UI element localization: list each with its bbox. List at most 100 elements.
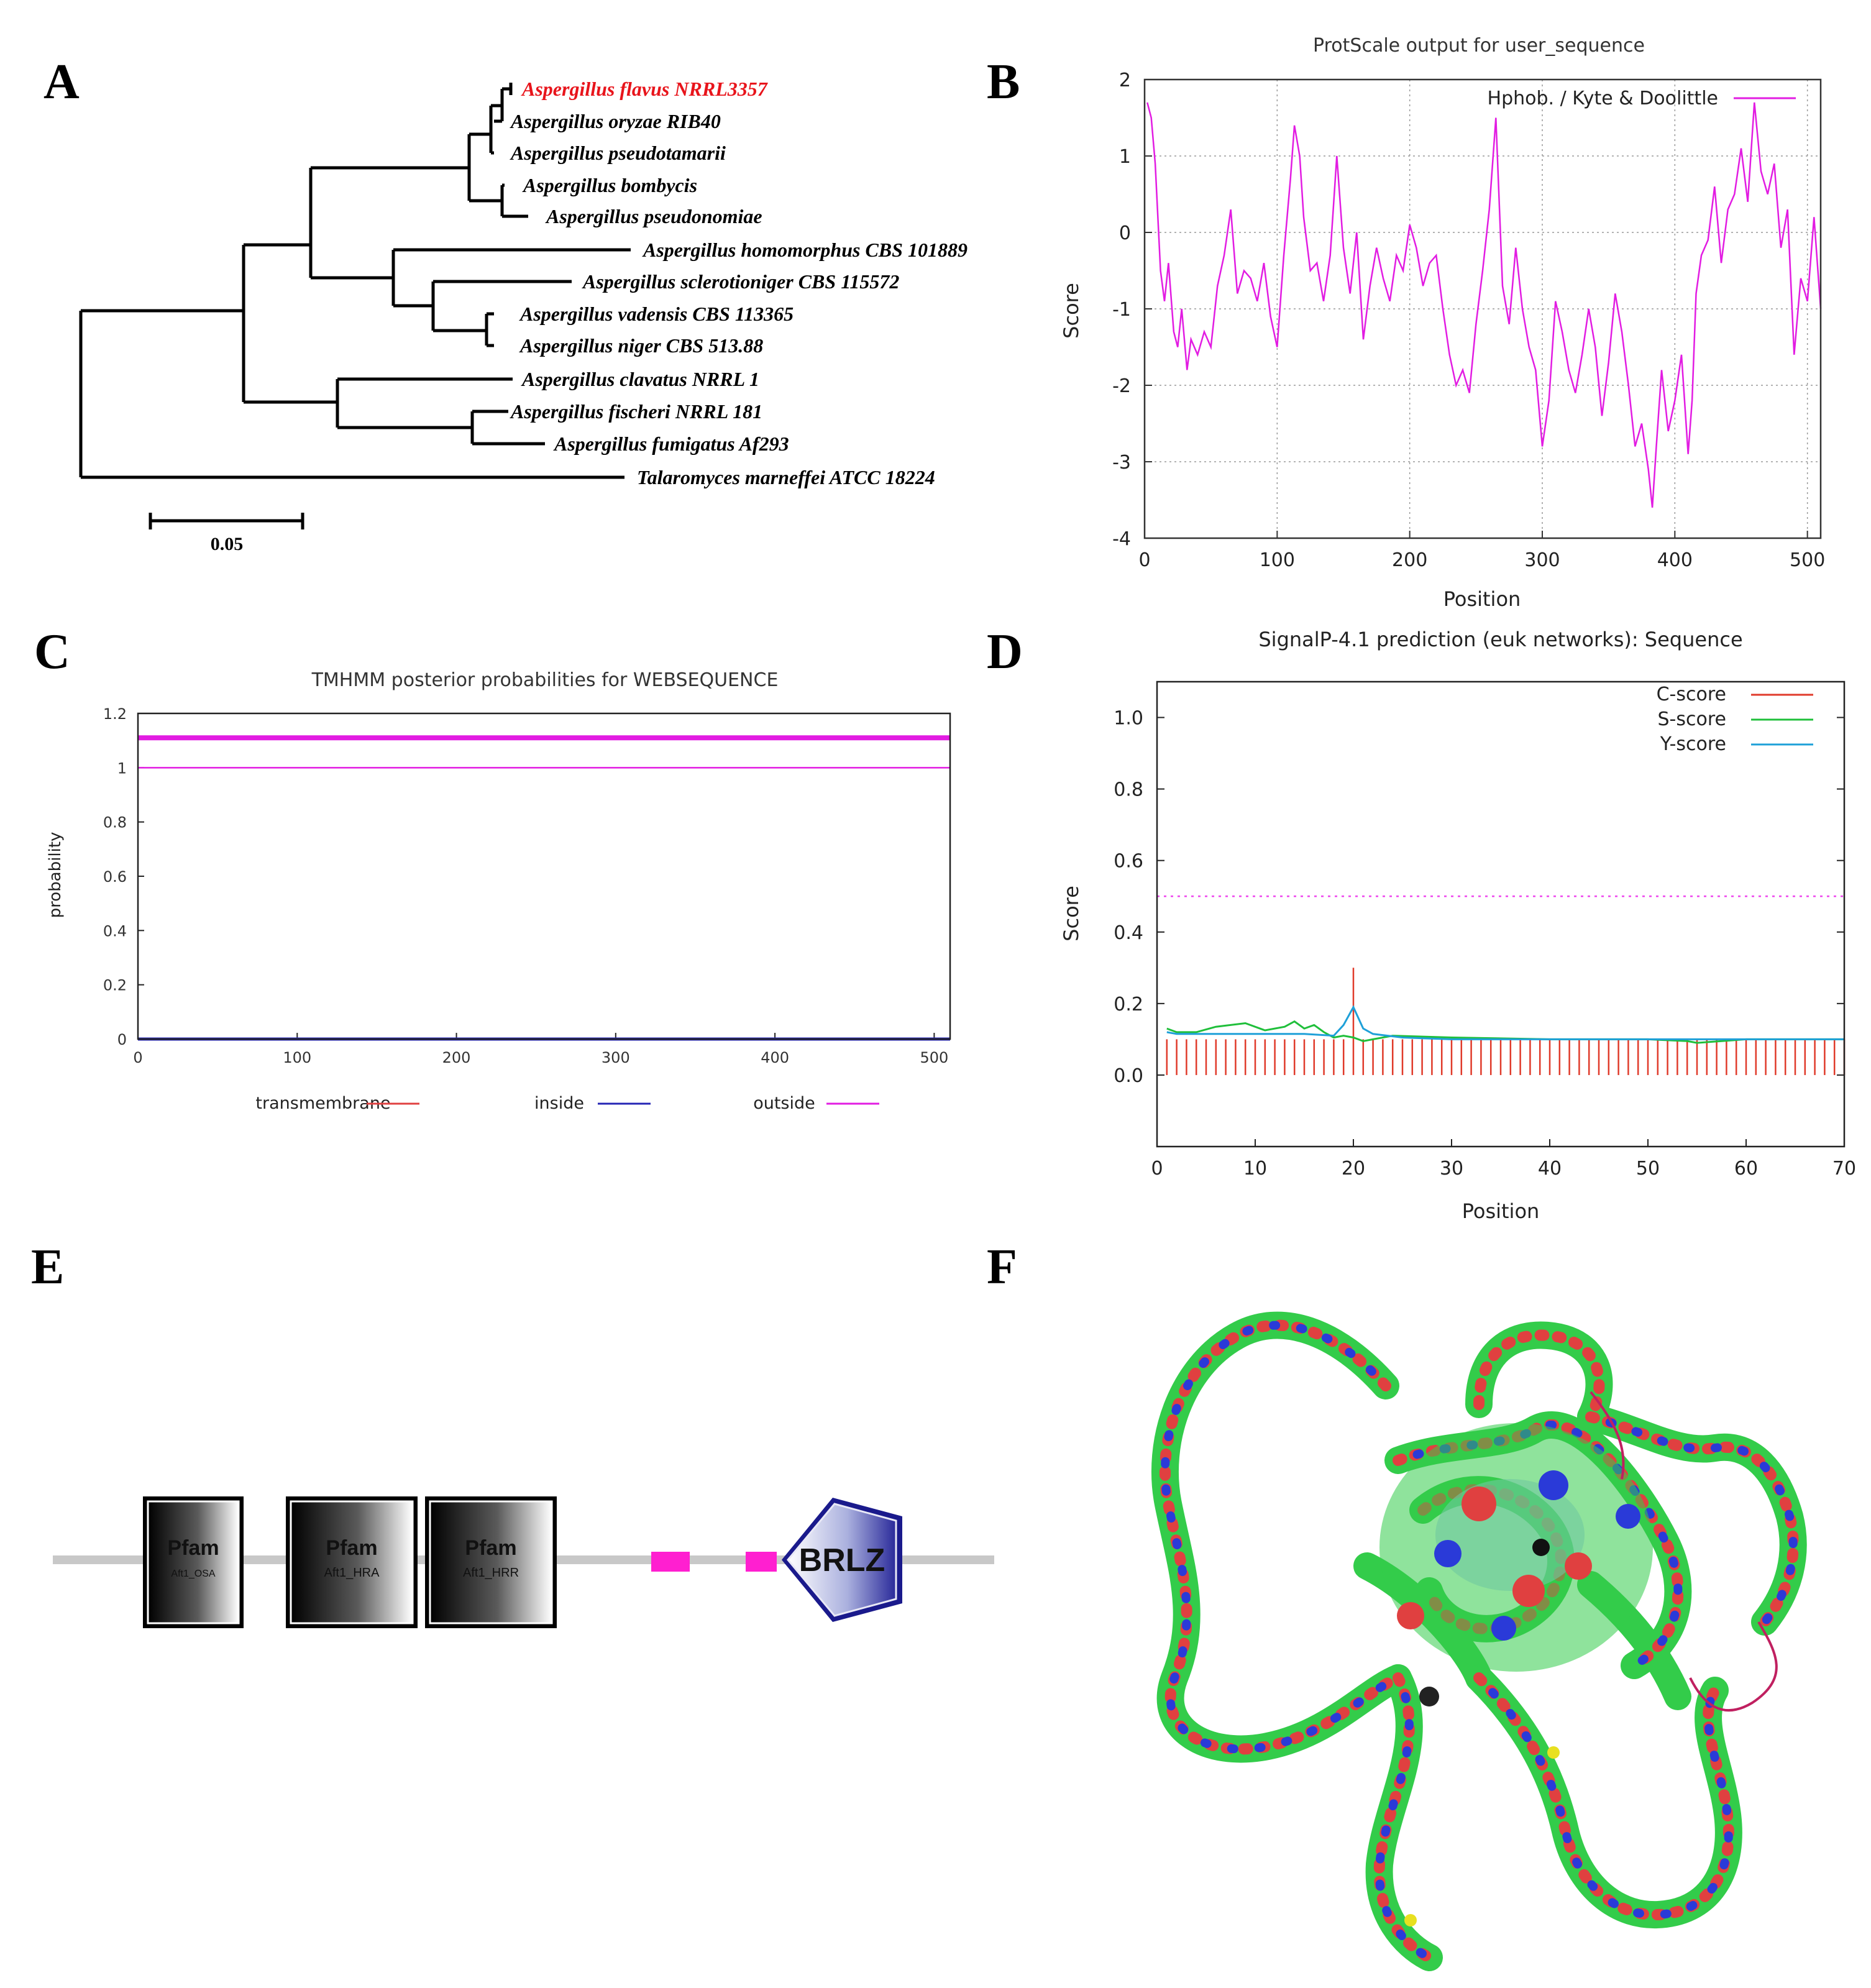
pfam-domain-aft1-hra: Pfam Aft1_HRA <box>286 1496 418 1628</box>
y-tick-label: 1.0 <box>1114 708 1143 730</box>
taxon-label: Aspergillus niger CBS 513.88 <box>519 334 763 357</box>
x-tick-label: 70 <box>1832 1158 1856 1180</box>
tmhmm-legend: transmembrane inside outside <box>255 1094 879 1113</box>
scale-bar-label: 0.05 <box>211 534 244 554</box>
tmhmm-y-ticks: 1.2 1 0.8 0.6 0.4 0.2 0 <box>103 705 144 1048</box>
y-tick-label: -3 <box>1112 452 1131 474</box>
taxon-label: Aspergillus vadensis CBS 113365 <box>519 303 794 325</box>
x-tick-label: 400 <box>761 1049 789 1066</box>
y-tick-label: 0.6 <box>103 868 127 886</box>
pfam-domain-aft1-hrr: Pfam Aft1_HRR <box>425 1496 557 1628</box>
taxon-label: Aspergillus bombycis <box>522 174 697 196</box>
y-tick-label: 0.2 <box>103 977 127 994</box>
panel-c-tmhmm: C TMHMM posterior probabilities for WEBS… <box>34 625 951 1113</box>
signalp-plot-frame <box>1156 680 1846 1148</box>
y-tick-label: 1 <box>1119 146 1131 168</box>
y-tick-label: 0.2 <box>1114 994 1143 1015</box>
signalp-y-score-line <box>1166 1005 1844 1040</box>
signalp-title: SignalP-4.1 prediction (euk networks): S… <box>1258 628 1742 651</box>
protscale-y-label: Score <box>1059 283 1083 339</box>
tmhmm-legend-inside: inside <box>534 1094 584 1113</box>
pfam-label: Pfam <box>167 1536 219 1560</box>
taxon-label: Aspergillus fumigatus Af293 <box>553 433 789 455</box>
pfam-label: Pfam <box>465 1536 516 1560</box>
y-tick-label: 0.4 <box>103 922 127 940</box>
taxon-label: Aspergillus flavus NRRL3357 <box>521 78 769 100</box>
x-tick-label: 60 <box>1734 1158 1758 1180</box>
tmhmm-plot-frame <box>137 712 951 1040</box>
protscale-y-ticks: 2 1 0 -1 -2 -3 -4 <box>1112 70 1131 550</box>
x-tick-label: 20 <box>1342 1158 1365 1180</box>
protscale-x-label: Position <box>1443 587 1521 611</box>
y-tick-label: 0.4 <box>1114 922 1143 944</box>
signalp-legend: C-score S-score Y-score <box>1657 684 1813 755</box>
panel-b-protscale: B ProtScale output for user_sequence 210… <box>987 35 1825 611</box>
tree-taxa-labels: Aspergillus flavus NRRL3357 Aspergillus o… <box>510 78 968 488</box>
x-tick-label: 0 <box>133 1049 142 1066</box>
panel-e-domains: E Pfam Aft1_OSA Pfam Aft1_HRA Pfam Aft1_… <box>31 1240 994 1628</box>
x-tick-label: 300 <box>1524 549 1560 571</box>
tmhmm-legend-outside: outside <box>753 1094 815 1113</box>
x-tick-label: 200 <box>1392 549 1427 571</box>
panel-b-letter: B <box>987 55 1020 109</box>
panel-d-letter: D <box>987 625 1023 679</box>
y-tick-label: 0.8 <box>1114 779 1143 801</box>
x-tick-label: 50 <box>1636 1158 1660 1180</box>
signalp-legend-s-score: S-score <box>1658 708 1726 730</box>
protscale-plot-frame <box>1143 78 1822 539</box>
signalp-x-ticks: 0 10 20 30 40 50 60 70 <box>1151 1139 1856 1180</box>
signalp-c-score-impulses <box>1166 968 1846 1075</box>
protein-3d-structure-image <box>1151 1311 1807 1971</box>
panel-e-letter: E <box>31 1240 64 1294</box>
protscale-legend: Hphob. / Kyte & Doolittle <box>1488 88 1796 109</box>
panel-f-structure: F <box>987 1240 1807 1971</box>
x-tick-label: 500 <box>1790 549 1825 571</box>
tree-branches <box>79 83 631 479</box>
panel-c-letter: C <box>34 625 70 679</box>
tmhmm-title: TMHMM posterior probabilities for WEBSEQ… <box>311 669 779 691</box>
tmhmm-x-ticks: 0 100 200 300 400 500 <box>133 1033 948 1066</box>
signalp-y-label: Score <box>1059 886 1083 941</box>
signalp-y-ticks: 1.0 0.8 0.6 0.4 0.2 0.0 <box>1114 708 1844 1087</box>
brlz-label: BRLZ <box>799 1542 885 1578</box>
taxon-label: Aspergillus pseudotamarii <box>510 142 726 164</box>
motif-segment-2 <box>746 1552 777 1572</box>
protscale-x-ticks: 0 100 200 300 400 500 <box>1138 549 1825 571</box>
protscale-hydropathy-line <box>1146 102 1822 508</box>
signalp-legend-y-score: Y-score <box>1660 733 1726 755</box>
y-tick-label: -2 <box>1112 375 1131 397</box>
y-tick-label: 0 <box>1119 222 1131 244</box>
pfam-label: Pfam <box>326 1536 377 1560</box>
x-tick-label: 400 <box>1657 549 1693 571</box>
brlz-domain: BRLZ <box>782 1498 902 1622</box>
pfam-name: Aft1_HRR <box>463 1566 519 1580</box>
protscale-legend-label: Hphob. / Kyte & Doolittle <box>1488 88 1718 109</box>
tree-scale-bar: 0.05 <box>149 513 304 554</box>
taxon-label: Aspergillus oryzae RIB40 <box>510 110 721 132</box>
x-tick-label: 100 <box>1260 549 1295 571</box>
panel-a-letter: A <box>43 55 80 109</box>
y-tick-label: 0.0 <box>1114 1065 1143 1087</box>
y-tick-label: 1.2 <box>103 705 127 723</box>
x-tick-label: 40 <box>1538 1158 1562 1180</box>
taxon-label: Aspergillus pseudonomiae <box>545 205 762 227</box>
y-tick-label: 1 <box>117 759 127 777</box>
panel-d-signalp: D SignalP-4.1 prediction (euk networks):… <box>987 625 1856 1223</box>
protscale-grid <box>1144 79 1821 539</box>
x-tick-label: 500 <box>920 1049 948 1066</box>
pfam-name: Aft1_OSA <box>171 1569 215 1579</box>
x-tick-label: 200 <box>442 1049 471 1066</box>
taxon-label: Aspergillus homomorphus CBS 101889 <box>642 239 968 261</box>
signalp-x-label: Position <box>1462 1199 1540 1223</box>
taxon-label: Aspergillus sclerotioniger CBS 115572 <box>582 270 899 293</box>
x-tick-label: 100 <box>283 1049 311 1066</box>
x-tick-label: 10 <box>1243 1158 1267 1180</box>
signalp-legend-c-score: C-score <box>1657 684 1726 705</box>
x-tick-label: 30 <box>1440 1158 1463 1180</box>
x-tick-label: 0 <box>1138 549 1150 571</box>
taxon-label: Aspergillus fischeri NRRL 181 <box>510 400 762 423</box>
pfam-name: Aft1_HRA <box>324 1566 380 1580</box>
motif-segment-1 <box>651 1552 690 1572</box>
panel-f-letter: F <box>987 1240 1017 1294</box>
